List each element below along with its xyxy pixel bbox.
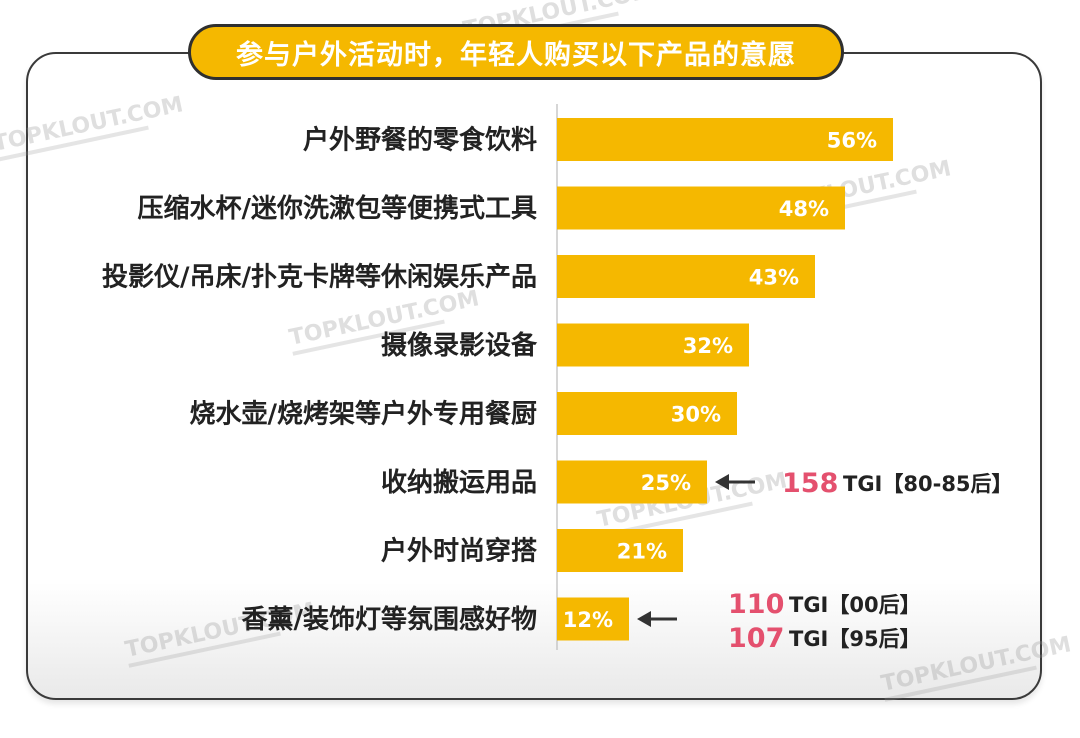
value-label: 56%	[827, 129, 877, 153]
bar	[557, 118, 893, 161]
category-label: 摄像录影设备	[381, 331, 538, 361]
category-label: 投影仪/吊床/扑克卡牌等休闲娱乐产品	[102, 262, 537, 293]
bar	[557, 460, 707, 504]
arrow-head	[637, 611, 651, 627]
bar	[557, 255, 815, 298]
category-label: 收纳搬运用品	[381, 467, 537, 498]
category-label: 户外野餐的零食饮料	[303, 125, 537, 156]
category-label: 烧水壶/烧烤架等户外专用餐厨	[190, 399, 538, 430]
bar	[557, 186, 845, 230]
tgi-label: TGI【00后】	[789, 593, 921, 617]
value-label: 21%	[617, 540, 667, 564]
tgi-value: 107	[728, 623, 784, 654]
value-label: 12%	[563, 608, 613, 632]
value-label: 25%	[641, 471, 691, 495]
tgi-value: 158	[782, 468, 838, 499]
category-label: 压缩水杯/迷你洗漱包等便携式工具	[138, 193, 538, 224]
tgi-label: TGI【95后】	[789, 627, 921, 651]
bar	[557, 323, 749, 367]
tgi-value: 110	[728, 589, 784, 620]
arrow-head	[715, 474, 729, 490]
value-label: 30%	[671, 403, 721, 427]
category-label: 香薰/装饰灯等氛围感好物	[242, 604, 538, 635]
value-label: 48%	[779, 197, 829, 221]
bar	[557, 597, 629, 641]
chart-title: 参与户外活动时，年轻人购买以下产品的意愿	[188, 24, 844, 80]
bar	[557, 392, 737, 435]
value-label: 43%	[749, 266, 799, 290]
value-label: 32%	[683, 334, 733, 358]
category-label: 户外时尚穿搭	[381, 536, 538, 567]
tgi-label: TGI【80-85后】	[843, 472, 1013, 496]
bar	[557, 529, 683, 572]
